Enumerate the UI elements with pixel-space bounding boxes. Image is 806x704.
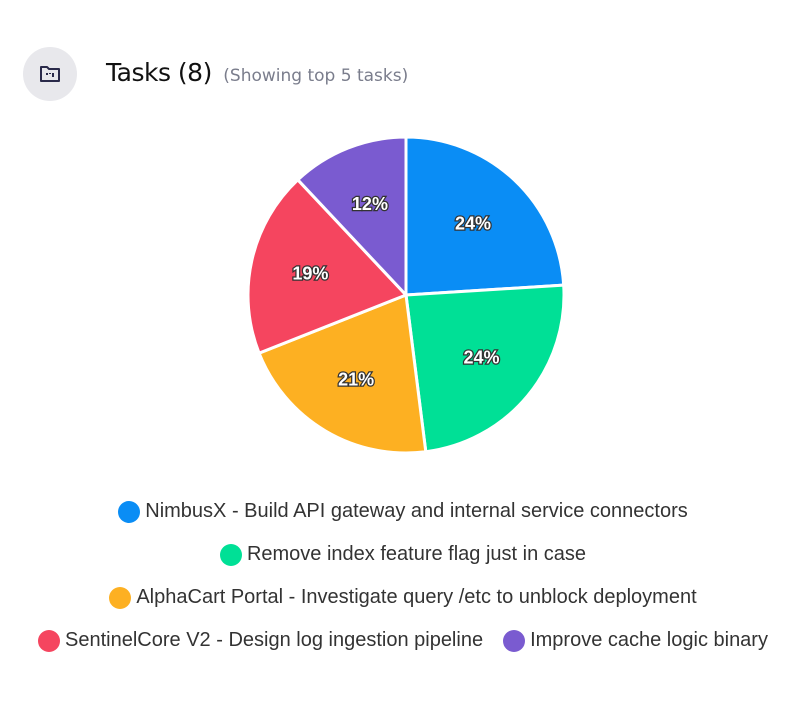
legend-dot-icon (109, 586, 132, 609)
legend-label: Remove index feature flag just in case (246, 543, 587, 565)
slice-label: 19% (292, 264, 328, 284)
slice-label: 24% (463, 347, 499, 367)
slice-label: 24% (455, 214, 491, 234)
legend-label: NimbusX - Build API gateway and internal… (145, 500, 688, 522)
legend-item[interactable]: Improve cache logic binary (503, 629, 768, 652)
legend-label: Improve cache logic binary (530, 629, 768, 651)
legend-item[interactable]: Remove index feature flag just in case (219, 543, 587, 566)
legend-row: SentinelCore V2 - Design log ingestion p… (0, 619, 806, 662)
tasks-icon-button (23, 47, 77, 101)
legend-row: Remove index feature flag just in case (0, 533, 806, 576)
pie-chart: 24% 24% 21% 19% 12% (246, 135, 566, 455)
legend-dot-icon (38, 629, 61, 652)
title-text: Tasks (8) (106, 58, 212, 87)
pie-slice[interactable] (246, 177, 409, 356)
subtitle: (Showing top 5 tasks) (223, 66, 409, 86)
pie-slice[interactable] (295, 135, 408, 299)
chart-legend: NimbusX - Build API gateway and internal… (0, 490, 806, 662)
folder-kanban-icon (40, 66, 60, 82)
legend-label: AlphaCart Portal - Investigate query /et… (136, 586, 697, 608)
pie-slice[interactable] (257, 292, 428, 455)
slice-label: 21% (338, 369, 374, 389)
pie-slice[interactable] (404, 135, 566, 297)
pie-slice[interactable] (404, 283, 566, 454)
legend-item[interactable]: SentinelCore V2 - Design log ingestion p… (38, 629, 483, 652)
slice-label: 12% (352, 194, 388, 214)
legend-label: SentinelCore V2 - Design log ingestion p… (65, 629, 484, 651)
page-title: Tasks (8) (Showing top 5 tasks) (106, 58, 408, 87)
legend-item[interactable]: AlphaCart Portal - Investigate query /et… (109, 586, 697, 609)
legend-dot-icon (219, 543, 242, 566)
legend-dot-icon (118, 500, 141, 523)
legend-row: AlphaCart Portal - Investigate query /et… (0, 576, 806, 619)
legend-row: NimbusX - Build API gateway and internal… (0, 490, 806, 533)
legend-dot-icon (503, 629, 526, 652)
legend-item[interactable]: NimbusX - Build API gateway and internal… (118, 500, 688, 523)
